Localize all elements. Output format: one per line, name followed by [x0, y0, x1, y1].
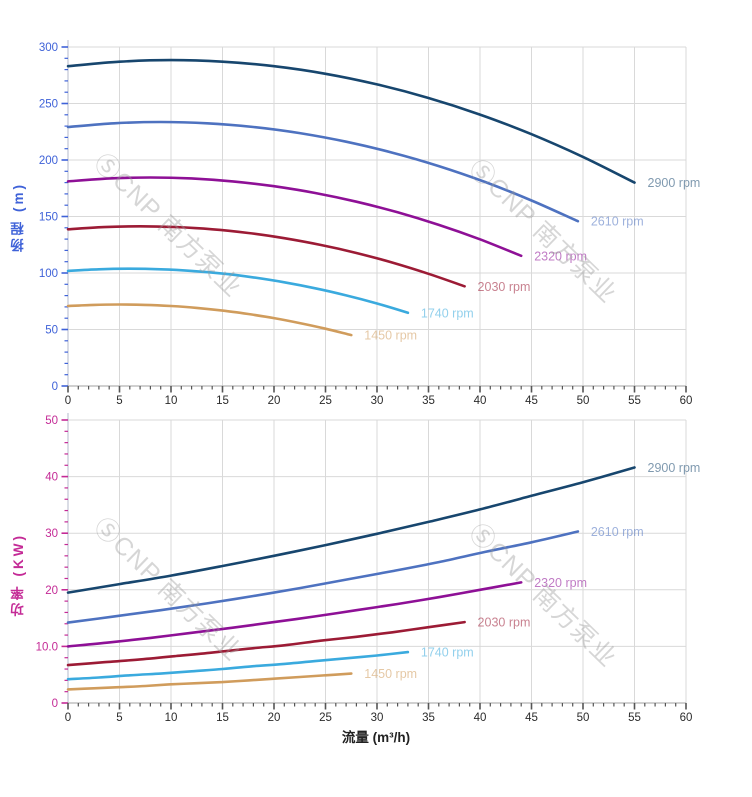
- svg-text:2610 rpm: 2610 rpm: [591, 525, 644, 539]
- svg-text:0: 0: [52, 698, 58, 710]
- power-axis-title: 功率 (KW): [11, 533, 26, 617]
- svg-text:300: 300: [39, 42, 58, 54]
- svg-text:30: 30: [371, 712, 384, 724]
- svg-text:60: 60: [680, 395, 693, 407]
- svg-text:1450 rpm: 1450 rpm: [364, 667, 417, 681]
- svg-text:1450 rpm: 1450 rpm: [364, 329, 417, 343]
- svg-text:1740 rpm: 1740 rpm: [421, 306, 474, 320]
- svg-text:2610 rpm: 2610 rpm: [591, 215, 644, 229]
- svg-text:60: 60: [680, 712, 693, 724]
- svg-text:40: 40: [474, 712, 487, 724]
- svg-text:100: 100: [39, 268, 58, 280]
- svg-text:2900 rpm: 2900 rpm: [648, 461, 701, 475]
- svg-text:35: 35: [422, 712, 435, 724]
- head-axis-title: 扬程 (m): [11, 182, 26, 252]
- svg-text:10.0: 10.0: [36, 641, 58, 653]
- svg-text:2320 rpm: 2320 rpm: [534, 249, 587, 263]
- svg-text:15: 15: [216, 712, 229, 724]
- svg-text:250: 250: [39, 99, 58, 111]
- svg-text:10: 10: [165, 395, 178, 407]
- flow-axis-title: 流量 (m³/h): [341, 730, 411, 745]
- svg-text:50: 50: [577, 712, 590, 724]
- svg-text:0: 0: [52, 381, 58, 393]
- svg-text:25: 25: [319, 395, 332, 407]
- svg-text:55: 55: [628, 395, 641, 407]
- svg-text:15: 15: [216, 395, 229, 407]
- svg-text:2900 rpm: 2900 rpm: [648, 176, 701, 190]
- svg-text:5: 5: [116, 712, 122, 724]
- svg-text:1740 rpm: 1740 rpm: [421, 646, 474, 660]
- svg-text:30: 30: [371, 395, 384, 407]
- svg-text:30: 30: [45, 528, 58, 540]
- svg-text:55: 55: [628, 712, 641, 724]
- svg-text:20: 20: [268, 395, 281, 407]
- svg-text:40: 40: [474, 395, 487, 407]
- svg-text:50: 50: [45, 415, 58, 427]
- svg-text:20: 20: [45, 585, 58, 597]
- svg-text:10: 10: [165, 712, 178, 724]
- svg-text:150: 150: [39, 212, 58, 224]
- svg-text:45: 45: [525, 395, 538, 407]
- svg-text:5: 5: [116, 395, 122, 407]
- svg-text:0: 0: [65, 395, 71, 407]
- svg-text:35: 35: [422, 395, 435, 407]
- svg-text:20: 20: [268, 712, 281, 724]
- svg-text:2320 rpm: 2320 rpm: [534, 576, 587, 590]
- svg-text:2030 rpm: 2030 rpm: [478, 280, 531, 294]
- svg-text:25: 25: [319, 712, 332, 724]
- svg-text:200: 200: [39, 155, 58, 167]
- svg-text:2030 rpm: 2030 rpm: [478, 616, 531, 630]
- svg-text:50: 50: [577, 395, 590, 407]
- svg-text:50: 50: [45, 325, 58, 337]
- svg-text:45: 45: [525, 712, 538, 724]
- svg-text:0: 0: [65, 712, 71, 724]
- svg-text:40: 40: [45, 472, 58, 484]
